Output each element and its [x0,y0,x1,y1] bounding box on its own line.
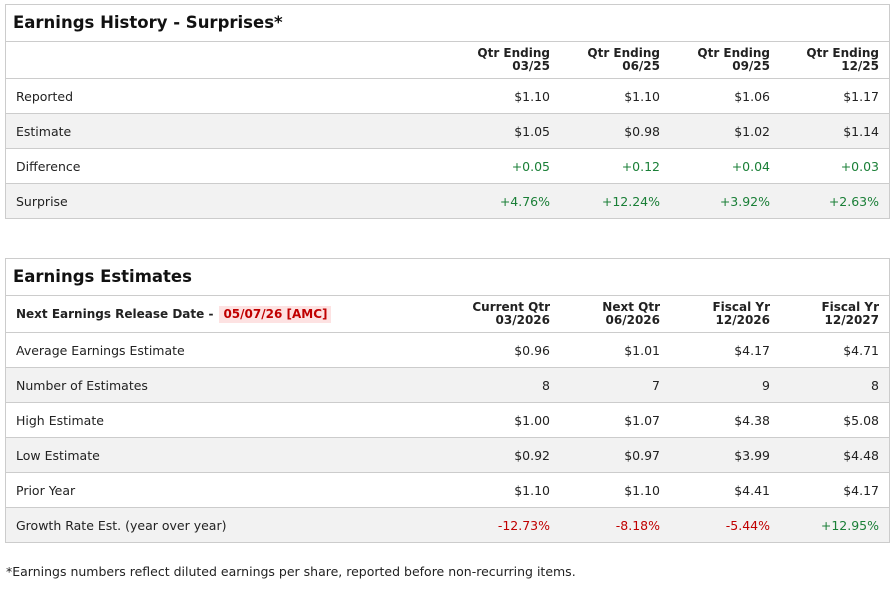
data-row: Low Estimate $0.92 $0.97 $3.99 $4.48 [6,438,889,473]
column-header: Next Qtr 06/2026 [550,301,660,327]
cell: -8.18% [615,517,660,533]
data-row: Number of Estimates 8 7 9 8 [6,368,889,403]
data-row: Average Earnings Estimate $0.96 $1.01 $4.17… [6,333,889,368]
cell: $0.96 [514,342,550,358]
header-row: Next Earnings Release Date - 05/07/26 [AM… [6,296,889,333]
row-label: Surprise [16,193,68,209]
cell: $4.38 [734,412,770,428]
cell: +0.12 [621,158,660,174]
cell: $1.05 [514,123,550,139]
cell: +0.03 [840,158,879,174]
row-label: Low Estimate [16,447,100,463]
cell: 7 [652,377,660,393]
header-line: 03/2026 [495,313,550,327]
data-row: Reported $1.10 $1.10 $1.06 $1.17 [6,79,889,114]
data-row: Difference +0.05 +0.12 +0.04 +0.03 [6,149,889,184]
header-line: 12/2027 [824,313,879,327]
table-title: Earnings History - Surprises* [6,5,889,42]
cell: $1.01 [624,342,660,358]
cell: $1.07 [624,412,660,428]
cell: $1.10 [624,482,660,498]
header-line: Qtr Ending [806,46,879,60]
cell: +0.05 [511,158,550,174]
column-header: Qtr Ending 12/25 [770,47,889,73]
earnings-history-table: Earnings History - Surprises* Qtr Ending… [5,4,890,219]
header-line: Qtr Ending [477,46,550,60]
cell: 8 [542,377,550,393]
column-header: Current Qtr 03/2026 [440,301,550,327]
row-label: Prior Year [16,482,76,498]
header-line: Fiscal Yr [821,300,879,314]
cell: +12.24% [601,193,660,209]
cell: +2.63% [828,193,879,209]
column-header: Qtr Ending 09/25 [660,47,770,73]
cell: $1.10 [514,88,550,104]
data-row: Growth Rate Est. (year over year) -12.73%… [6,508,889,542]
cell: $1.10 [514,482,550,498]
cell: +3.92% [719,193,770,209]
cell: +12.95% [820,517,879,533]
header-line: 06/2026 [605,313,660,327]
data-row: Surprise +4.76% +12.24% +3.92% +2.63% [6,184,889,218]
header-line: 12/25 [841,59,879,73]
cell: -5.44% [725,517,770,533]
cell: $4.71 [843,342,879,358]
cell: $4.48 [843,447,879,463]
column-header: Qtr Ending 03/25 [440,47,550,73]
column-header: Fiscal Yr 12/2026 [660,301,770,327]
data-row: Estimate $1.05 $0.98 $1.02 $1.14 [6,114,889,149]
header-line: Current Qtr [472,300,550,314]
row-label: Growth Rate Est. (year over year) [16,517,227,533]
cell: $3.99 [734,447,770,463]
cell: $1.17 [843,88,879,104]
header-label: Next Earnings Release Date - 05/07/26 [AM… [6,305,440,323]
cell: +4.76% [499,193,550,209]
cell: $1.02 [734,123,770,139]
row-label: Estimate [16,123,72,139]
cell: $0.97 [624,447,660,463]
cell: $4.17 [843,482,879,498]
cell: $4.41 [734,482,770,498]
header-line: 03/25 [512,59,550,73]
earnings-estimates-table: Earnings Estimates Next Earnings Release… [5,258,890,543]
footnote: *Earnings numbers reflect diluted earnin… [6,564,576,579]
table-title: Earnings Estimates [6,259,889,296]
cell: 9 [762,377,770,393]
cell: $1.10 [624,88,660,104]
header-line: 09/25 [732,59,770,73]
column-header: Qtr Ending 06/25 [550,47,660,73]
cell: $1.06 [734,88,770,104]
row-label: Average Earnings Estimate [16,342,185,358]
header-line: Next Qtr [602,300,660,314]
row-label: Reported [16,88,74,104]
cell: 8 [871,377,879,393]
cell: $5.08 [843,412,879,428]
header-line: Qtr Ending [587,46,660,60]
header-line: 12/2026 [715,313,770,327]
cell: +0.04 [731,158,770,174]
cell: $1.00 [514,412,550,428]
header-line: 06/25 [622,59,660,73]
cell: $1.14 [843,123,879,139]
header-row: Qtr Ending 03/25 Qtr Ending 06/25 Qtr Ending… [6,42,889,79]
row-label: High Estimate [16,412,104,428]
release-label: Next Earnings Release Date - [16,306,214,321]
header-line: Fiscal Yr [712,300,770,314]
row-label: Difference [16,158,81,174]
cell: $4.17 [734,342,770,358]
data-row: High Estimate $1.00 $1.07 $4.38 $5.08 [6,403,889,438]
cell: -12.73% [497,517,550,533]
data-row: Prior Year $1.10 $1.10 $4.41 $4.17 [6,473,889,508]
cell: $0.92 [514,447,550,463]
row-label: Number of Estimates [16,377,148,393]
release-date: 05/07/26 [AMC] [219,305,332,323]
cell: $0.98 [624,123,660,139]
column-header: Fiscal Yr 12/2027 [770,301,889,327]
header-line: Qtr Ending [697,46,770,60]
